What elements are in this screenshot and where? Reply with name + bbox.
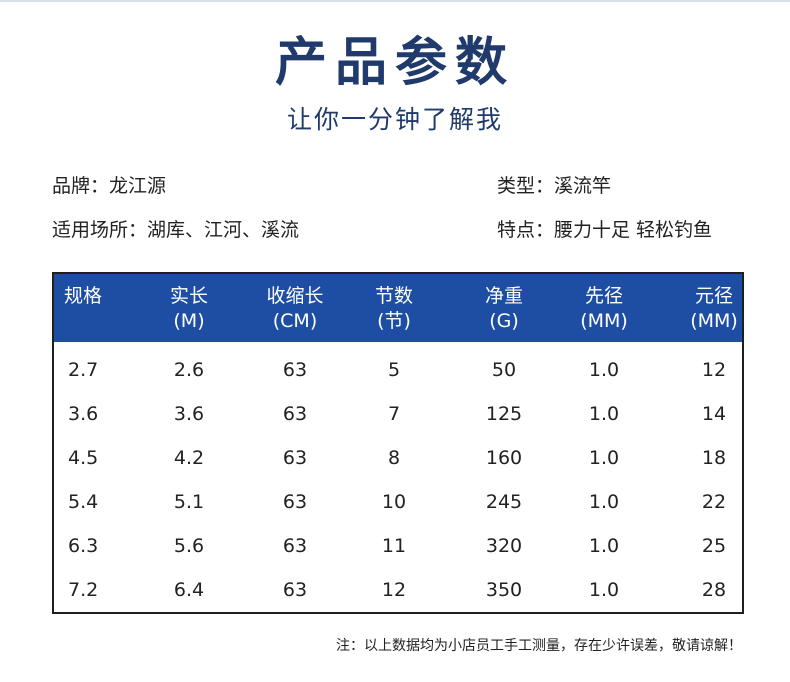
- header-unit: (G): [489, 310, 519, 332]
- table-cell: 4.5: [68, 447, 99, 469]
- table-cell: 5.4: [68, 491, 99, 513]
- table-row: 3.6 3.6 63 7 125 1.0 14: [54, 392, 742, 436]
- table-cell: 3.6: [173, 403, 205, 425]
- header-closed-length: 收缩长 (CM): [250, 284, 340, 334]
- table-row: 5.4 5.1 63 10 245 1.0 22: [54, 480, 742, 524]
- table-cell: 18: [701, 447, 727, 469]
- header-label: 元径: [694, 285, 733, 307]
- header-butt-diameter: 元径 (MM): [674, 284, 754, 334]
- header-unit: (MM): [690, 310, 738, 332]
- table-cell: 160: [485, 447, 523, 469]
- table-cell: 63: [282, 535, 308, 557]
- footnote: 注：以上数据均为小店员工手工测量，存在少许误差，敬请谅解！: [336, 638, 742, 654]
- table-cell: 2.6: [173, 359, 205, 381]
- table-cell: 1.0: [588, 359, 620, 381]
- venue-info: 适用场所：湖库、江河、溪流: [52, 219, 300, 241]
- table-cell: 63: [282, 491, 308, 513]
- table-cell: 12: [381, 579, 407, 601]
- page-subtitle: 让你一分钟了解我: [286, 105, 503, 134]
- table-row: 7.2 6.4 63 12 350 1.0 28: [54, 568, 742, 612]
- header-label: 规格: [64, 285, 103, 307]
- table-cell: 125: [485, 403, 523, 425]
- table-body: 2.7 2.6 63 5 50 1.0 12 3.6 3.6 63 7 125 …: [54, 342, 742, 612]
- header-label: 收缩长: [266, 285, 324, 307]
- table-cell: 25: [701, 535, 727, 557]
- table-cell: 6.4: [173, 579, 205, 601]
- table-row: 2.7 2.6 63 5 50 1.0 12: [54, 348, 742, 392]
- header-spec: 规格: [64, 284, 124, 309]
- table-header: 规格 实长 (M) 收缩长 (CM) 节数 (节) 净重 (G) 先径 (MM)…: [54, 274, 742, 342]
- header-weight: 净重 (G): [464, 284, 544, 334]
- header-sections: 节数 (节): [359, 284, 429, 334]
- table-cell: 5.1: [173, 491, 205, 513]
- table-cell: 7.2: [68, 579, 99, 601]
- table-cell: 22: [701, 491, 727, 513]
- header-label: 先径: [584, 285, 623, 307]
- header-unit: (M): [173, 310, 205, 332]
- table-cell: 14: [701, 403, 727, 425]
- table-cell: 1.0: [588, 491, 620, 513]
- table-cell: 5.6: [173, 535, 205, 557]
- type-info: 类型：溪流竿: [497, 175, 612, 197]
- table-cell: 6.3: [68, 535, 99, 557]
- header-unit: (节): [377, 310, 411, 332]
- header-label: 净重: [484, 285, 523, 307]
- header-unit: (MM): [580, 310, 628, 332]
- table-cell: 2.7: [68, 359, 99, 381]
- table-cell: 4.2: [173, 447, 205, 469]
- table-cell: 63: [282, 447, 308, 469]
- page-title: 产品参数: [274, 33, 515, 93]
- header-label: 实长: [169, 285, 208, 307]
- table-cell: 320: [485, 535, 523, 557]
- table-cell: 28: [701, 579, 727, 601]
- table-cell: 11: [381, 535, 407, 557]
- header-length: 实长 (M): [154, 284, 224, 334]
- table-cell: 1.0: [588, 535, 620, 557]
- feature-info: 特点：腰力十足 轻松钓鱼: [497, 219, 713, 241]
- header-unit: (CM): [272, 310, 318, 332]
- table-cell: 63: [282, 403, 308, 425]
- table-cell: 3.6: [68, 403, 99, 425]
- table-cell: 63: [282, 359, 308, 381]
- table-cell: 50: [491, 359, 517, 381]
- table-cell: 350: [485, 579, 523, 601]
- table-cell: 1.0: [588, 447, 620, 469]
- table-cell: 245: [485, 491, 523, 513]
- table-cell: 5: [387, 359, 401, 381]
- table-cell: 63: [282, 579, 308, 601]
- header-label: 节数: [374, 285, 413, 307]
- table-cell: 1.0: [588, 579, 620, 601]
- table-row: 4.5 4.2 63 8 160 1.0 18: [54, 436, 742, 480]
- table-row: 6.3 5.6 63 11 320 1.0 25: [54, 524, 742, 568]
- table-cell: 8: [387, 447, 401, 469]
- brand-info: 品牌：龙江源: [52, 175, 167, 197]
- table-cell: 10: [381, 491, 407, 513]
- header-tip-diameter: 先径 (MM): [564, 284, 644, 334]
- spec-table: 规格 实长 (M) 收缩长 (CM) 节数 (节) 净重 (G) 先径 (MM)…: [52, 272, 744, 614]
- table-cell: 1.0: [588, 403, 620, 425]
- top-divider: [0, 0, 790, 2]
- table-cell: 12: [701, 359, 727, 381]
- table-cell: 7: [387, 403, 401, 425]
